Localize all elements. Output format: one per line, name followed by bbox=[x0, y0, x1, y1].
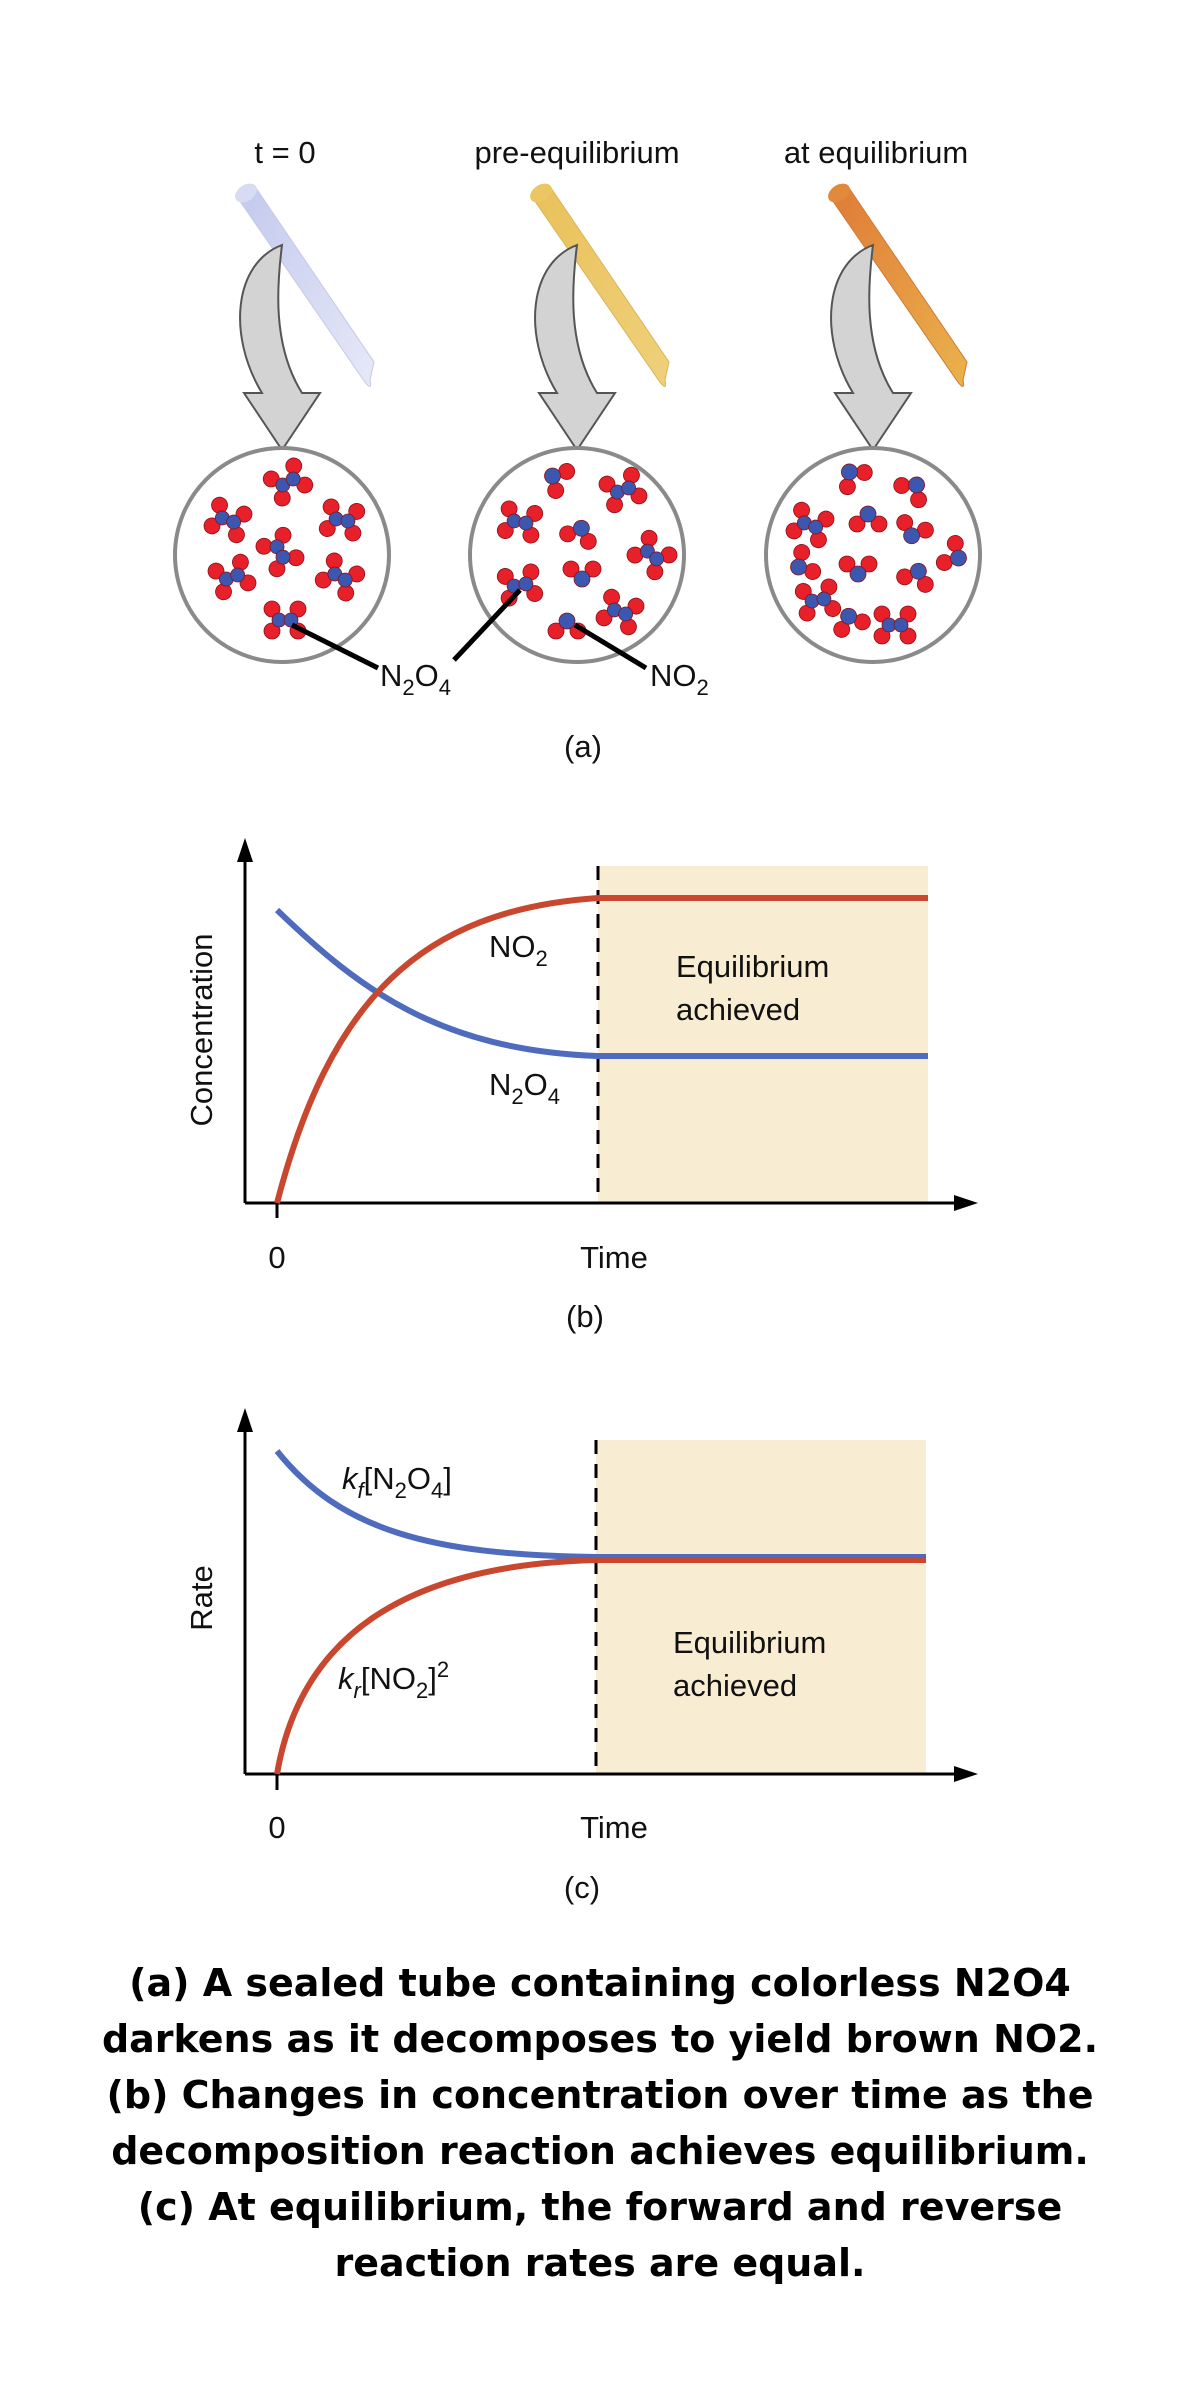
x-axis-arrow-b bbox=[954, 1195, 978, 1211]
panel-a: t = 0 pre-equilibrium at equilibrium N2O bbox=[173, 135, 982, 764]
panel-c-label: (c) bbox=[564, 1870, 600, 1905]
no2-concentration-curve bbox=[274, 895, 928, 1204]
n2o4-molecule bbox=[873, 605, 917, 645]
n2o4-molecule bbox=[598, 466, 648, 514]
n2o4-molecule bbox=[262, 457, 314, 507]
y-axis-arrow-c bbox=[237, 1408, 253, 1432]
forward-rate-label: kf[N2O4] bbox=[342, 1461, 452, 1503]
pointer-n2o4-2 bbox=[452, 588, 522, 662]
reverse-rate-curve bbox=[274, 1557, 926, 1775]
no2-molecule bbox=[839, 463, 873, 496]
panel-b: NO2 N2O4 Equilibrium achieved Concentrat… bbox=[184, 838, 978, 1334]
n2o4-molecule bbox=[203, 496, 253, 544]
pointer-n2o4-1 bbox=[290, 622, 380, 671]
n2o4-concentration-curve bbox=[274, 907, 928, 1059]
no2-curve-label: NO2 bbox=[489, 929, 548, 971]
equilibrium-label-b-line2: achieved bbox=[676, 992, 800, 1027]
caption-line-1: (a) A sealed tube containing colorless N… bbox=[129, 1961, 1071, 2005]
n2o4-molecule bbox=[318, 498, 366, 542]
panel-c: kf[N2O4] kr[NO2]2 Equilibrium achieved R… bbox=[184, 1408, 978, 1905]
no2-label: NO2 bbox=[650, 658, 709, 700]
tube-light-yellow bbox=[530, 183, 670, 387]
no2-molecule bbox=[896, 514, 934, 545]
molecules bbox=[203, 457, 967, 645]
no2-molecule bbox=[848, 505, 888, 533]
y-axis-label-c: Rate bbox=[184, 1565, 219, 1630]
forward-rate-curve bbox=[274, 1449, 926, 1560]
n2o4-molecule bbox=[314, 552, 366, 602]
tube-colorless bbox=[235, 183, 375, 387]
no2-molecule bbox=[893, 476, 927, 509]
n2o4-molecule bbox=[207, 553, 257, 601]
panel-b-label: (b) bbox=[566, 1299, 604, 1334]
pointer-no2 bbox=[573, 622, 648, 671]
equilibrium-label-c-line2: achieved bbox=[673, 1668, 797, 1703]
reverse-rate-label: kr[NO2]2 bbox=[338, 1657, 449, 1703]
no2-molecule bbox=[896, 562, 934, 593]
no2-molecule bbox=[790, 544, 822, 580]
caption-line-4: decomposition reaction achieves equilibr… bbox=[111, 2129, 1089, 2173]
no2-molecule bbox=[935, 535, 967, 571]
tube-brown bbox=[828, 183, 968, 387]
n2o4-curve-label: N2O4 bbox=[489, 1067, 560, 1109]
tube-label-at-equilibrium: at equilibrium bbox=[784, 135, 968, 170]
no2-molecule bbox=[838, 555, 878, 583]
n2o4-molecule bbox=[626, 529, 678, 581]
origin-label-b: 0 bbox=[268, 1240, 285, 1275]
figure-caption: (a) A sealed tube containing colorless N… bbox=[100, 1955, 1100, 2291]
n2o4-molecule bbox=[263, 600, 307, 640]
equilibrium-label-c-line1: Equilibrium bbox=[673, 1625, 826, 1660]
caption-line-5: (c) At equilibrium, the forward and reve… bbox=[137, 2185, 1063, 2229]
equilibrium-region-c bbox=[596, 1440, 926, 1774]
n2o4-molecule bbox=[496, 563, 544, 607]
no2-molecule bbox=[544, 463, 576, 499]
n2o4-molecule bbox=[496, 500, 544, 544]
equilibrium-label-b-line1: Equilibrium bbox=[676, 949, 829, 984]
y-axis-label-b: Concentration bbox=[184, 933, 219, 1126]
no2-molecule bbox=[833, 607, 871, 638]
y-axis-arrow-b bbox=[237, 838, 253, 862]
x-axis-label-c: Time bbox=[580, 1810, 648, 1845]
n2o4-molecule bbox=[785, 501, 835, 549]
n2o4-molecule bbox=[255, 526, 305, 578]
origin-label-c: 0 bbox=[268, 1810, 285, 1845]
no2-molecule bbox=[559, 519, 597, 550]
panel-a-label: (a) bbox=[564, 729, 602, 764]
tube-label-pre-equilibrium: pre-equilibrium bbox=[474, 135, 679, 170]
x-axis-label-b: Time bbox=[580, 1240, 648, 1275]
n2o4-molecule bbox=[595, 588, 645, 636]
equilibrium-region-b bbox=[598, 866, 928, 1203]
x-axis-arrow-c bbox=[954, 1766, 978, 1782]
caption-line-6: reaction rates are equal. bbox=[334, 2241, 866, 2285]
no2-molecule bbox=[562, 560, 602, 588]
n2o4-label: N2O4 bbox=[380, 658, 451, 700]
caption-line-3: (b) Changes in concentration over time a… bbox=[106, 2073, 1094, 2117]
n2o4-molecule bbox=[794, 578, 842, 622]
tube-label-t0: t = 0 bbox=[254, 135, 315, 170]
caption-line-2: darkens as it decomposes to yield brown … bbox=[101, 2017, 1099, 2061]
